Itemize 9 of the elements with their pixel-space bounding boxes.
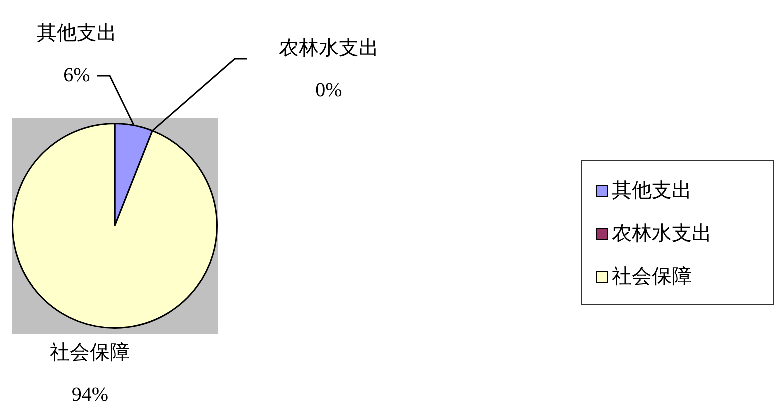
legend-label: 社会保障 bbox=[612, 265, 692, 290]
data-label: 94% bbox=[72, 384, 109, 406]
slice-label: 社会保障 bbox=[50, 342, 130, 364]
data-label: 6% bbox=[64, 64, 90, 86]
category-label: 农林水支出 bbox=[279, 37, 379, 60]
text: 0% bbox=[316, 79, 342, 102]
legend-label: 其他支出 bbox=[612, 179, 692, 204]
category-label: 其他支出 bbox=[37, 22, 117, 44]
legend-label: 农林水支出 bbox=[612, 222, 712, 247]
